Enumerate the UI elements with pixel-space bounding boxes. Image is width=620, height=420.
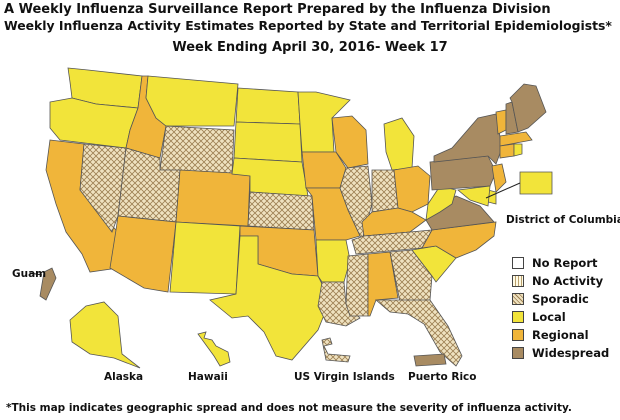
state-NJ[interactable]	[491, 163, 507, 193]
legend-label: No Activity	[532, 274, 604, 288]
legend-item-widespread: Widespread	[512, 344, 609, 362]
state-FL[interactable]	[374, 299, 463, 367]
week-label: Week Ending April 30, 2016- Week 17	[172, 40, 448, 55]
legend-swatch	[512, 311, 524, 323]
state-IN[interactable]	[371, 169, 399, 213]
legend-label: Sporadic	[532, 292, 589, 306]
legend-swatch	[512, 347, 524, 359]
state-MI[interactable]	[383, 117, 415, 171]
legend-swatch	[512, 329, 524, 341]
state-AR[interactable]	[315, 239, 351, 283]
state-ND[interactable]	[235, 87, 301, 125]
state-VT[interactable]	[495, 109, 507, 135]
state-IA[interactable]	[301, 151, 347, 189]
state-DC[interactable]	[519, 171, 553, 195]
legend-label: No Report	[532, 256, 598, 270]
legend-swatch	[512, 257, 524, 269]
legend-swatch	[512, 293, 524, 305]
legend-label: Local	[532, 310, 566, 324]
state-MA[interactable]	[499, 131, 533, 147]
state-NV[interactable]	[79, 143, 127, 233]
state-CO[interactable]	[175, 169, 251, 227]
state-HI[interactable]	[197, 331, 231, 367]
state-AK[interactable]	[69, 301, 141, 369]
territory-PR[interactable]	[413, 353, 447, 367]
legend-item-local: Local	[512, 308, 609, 326]
legend: No Report No Activity Sporadic Local Reg…	[512, 254, 609, 362]
legend-item-no-report: No Report	[512, 254, 609, 272]
label-dc: District of Columbia	[506, 214, 620, 226]
legend-item-regional: Regional	[512, 326, 609, 344]
state-OH[interactable]	[393, 165, 431, 213]
legend-label: Widespread	[532, 346, 610, 360]
label-pr: Puerto Rico	[408, 371, 477, 383]
report-subtitle: Weekly Influenza Activity Estimates Repo…	[4, 18, 612, 33]
state-SD[interactable]	[233, 121, 303, 163]
state-WY[interactable]	[159, 125, 235, 175]
state-TX[interactable]	[209, 235, 331, 361]
legend-swatch	[512, 275, 524, 287]
footnote: *This map indicates geographic spread an…	[6, 402, 572, 414]
territory-GU[interactable]	[39, 267, 57, 301]
state-MS[interactable]	[345, 253, 369, 317]
dc-leader-line	[485, 182, 521, 199]
state-NM[interactable]	[169, 221, 241, 295]
legend-item-no-activity: No Activity	[512, 272, 609, 290]
legend-item-sporadic: Sporadic	[512, 290, 609, 308]
state-AZ[interactable]	[109, 215, 177, 293]
guam-leader-line	[29, 272, 43, 276]
legend-label: Regional	[532, 328, 589, 342]
territory-VI[interactable]	[321, 337, 351, 363]
label-hawaii: Hawaii	[188, 371, 228, 383]
state-MN[interactable]	[297, 91, 351, 153]
state-NY[interactable]	[433, 113, 503, 165]
state-MD[interactable]	[457, 185, 491, 207]
label-guam: Guam	[12, 268, 47, 280]
state-MT[interactable]	[145, 75, 239, 127]
state-WI[interactable]	[331, 115, 369, 169]
label-usvi: US Virgin Islands	[294, 371, 395, 383]
state-KS[interactable]	[247, 191, 315, 231]
report-title: A Weekly Influenza Surveillance Report P…	[4, 2, 551, 17]
label-alaska: Alaska	[104, 371, 144, 383]
state-RI[interactable]	[513, 143, 523, 157]
state-CT[interactable]	[499, 143, 515, 159]
state-ME[interactable]	[509, 83, 547, 133]
